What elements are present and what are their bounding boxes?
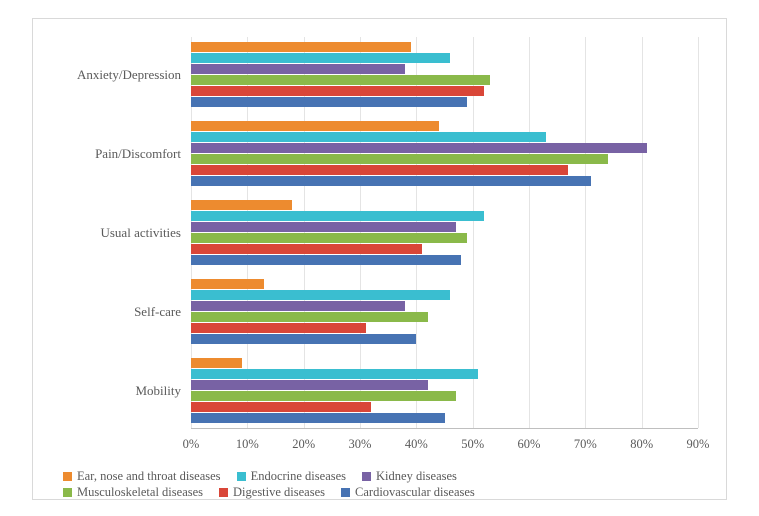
legend-swatch — [341, 488, 350, 497]
bar — [191, 143, 647, 153]
legend-row: Ear, nose and throat diseases Endocrine d… — [63, 470, 714, 484]
x-tick: 40% — [405, 437, 428, 452]
bar — [191, 334, 416, 344]
bar — [191, 301, 405, 311]
x-tick: 50% — [461, 437, 484, 452]
bar — [191, 391, 456, 401]
legend-swatch — [362, 472, 371, 481]
bar — [191, 97, 467, 107]
legend-label: Ear, nose and throat diseases — [77, 470, 221, 484]
bar — [191, 233, 467, 243]
bar — [191, 121, 439, 131]
bar — [191, 132, 546, 142]
bar — [191, 154, 608, 164]
bar — [191, 75, 490, 85]
legend-swatch — [63, 488, 72, 497]
legend-item: Musculoskeletal diseases — [63, 486, 203, 500]
bar — [191, 165, 568, 175]
x-tick: 60% — [518, 437, 541, 452]
bar — [191, 64, 405, 74]
legend-row: Musculoskeletal diseases Digestive diseas… — [63, 486, 714, 500]
y-category-label: Self-care — [46, 304, 191, 320]
gridline — [642, 37, 643, 428]
x-tick: 20% — [292, 437, 315, 452]
legend-label: Cardiovascular diseases — [355, 486, 475, 500]
legend-label: Kidney diseases — [376, 470, 457, 484]
bar — [191, 279, 264, 289]
x-tick: 10% — [236, 437, 259, 452]
bar — [191, 369, 478, 379]
y-category-label: Mobility — [46, 383, 191, 399]
bar — [191, 358, 242, 368]
legend-item: Cardiovascular diseases — [341, 486, 475, 500]
x-tick: 90% — [687, 437, 710, 452]
legend-swatch — [237, 472, 246, 481]
bar — [191, 290, 450, 300]
bar — [191, 323, 366, 333]
legend-label: Digestive diseases — [233, 486, 325, 500]
bar — [191, 211, 484, 221]
legend-label: Musculoskeletal diseases — [77, 486, 203, 500]
legend: Ear, nose and throat diseases Endocrine d… — [33, 462, 726, 510]
legend-item: Digestive diseases — [219, 486, 325, 500]
bar — [191, 42, 411, 52]
y-category-label: Anxiety/Depression — [46, 67, 191, 83]
bar — [191, 53, 450, 63]
legend-label: Endocrine diseases — [251, 470, 346, 484]
bar — [191, 312, 428, 322]
legend-item: Endocrine diseases — [237, 470, 346, 484]
bar — [191, 200, 292, 210]
legend-item: Ear, nose and throat diseases — [63, 470, 221, 484]
x-tick: 0% — [183, 437, 200, 452]
x-tick: 30% — [349, 437, 372, 452]
bar — [191, 255, 461, 265]
legend-swatch — [219, 488, 228, 497]
plot-area: 0%10%20%30%40%50%60%70%80%90%Anxiety/Dep… — [51, 37, 708, 462]
y-category-label: Pain/Discomfort — [46, 146, 191, 162]
x-tick: 80% — [630, 437, 653, 452]
bar — [191, 380, 428, 390]
bar — [191, 86, 484, 96]
plot-inner: 0%10%20%30%40%50%60%70%80%90%Anxiety/Dep… — [191, 37, 698, 429]
bar — [191, 402, 371, 412]
gridline — [529, 37, 530, 428]
chart-frame: 0% 10% 20% 30% 40% 50% 60% 70% 80% 90% Anxiety/Dep… — [0, 0, 759, 516]
x-tick: 70% — [574, 437, 597, 452]
legend-swatch — [63, 472, 72, 481]
bar — [191, 244, 422, 254]
legend-item: Kidney diseases — [362, 470, 457, 484]
bar — [191, 222, 456, 232]
bar — [191, 413, 445, 423]
chart-panel: 0% 10% 20% 30% 40% 50% 60% 70% 80% 90% Anxiety/Dep… — [32, 18, 727, 500]
gridline — [698, 37, 699, 428]
gridline — [585, 37, 586, 428]
bar — [191, 176, 591, 186]
y-category-label: Usual activities — [46, 225, 191, 241]
